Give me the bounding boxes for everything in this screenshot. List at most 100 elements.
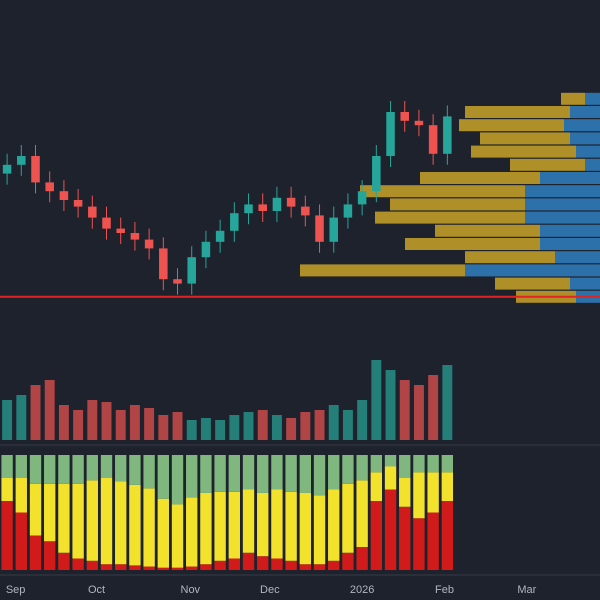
oscillator-bar bbox=[72, 455, 84, 484]
oscillator-bar bbox=[157, 455, 169, 499]
oscillator-bar bbox=[15, 478, 27, 513]
oscillator-bar bbox=[242, 455, 255, 490]
candle-body bbox=[2, 164, 12, 174]
oscillator-bar bbox=[58, 455, 70, 484]
profile-up bbox=[495, 277, 570, 290]
volume-bar bbox=[215, 420, 226, 440]
oscillator-bar bbox=[328, 489, 340, 561]
candle-body bbox=[400, 112, 409, 121]
oscillator-bar bbox=[285, 491, 297, 561]
oscillator-bar bbox=[115, 564, 127, 570]
profile-down bbox=[540, 238, 600, 250]
oscillator-bar bbox=[413, 518, 425, 570]
oscillator-bar bbox=[58, 483, 70, 553]
oscillator-bar bbox=[370, 455, 383, 473]
profile-down bbox=[525, 198, 600, 211]
oscillator-bar bbox=[427, 455, 439, 473]
candle-body bbox=[272, 197, 282, 211]
volume-bar bbox=[186, 420, 197, 440]
oscillator-bar bbox=[257, 455, 269, 493]
candle-body bbox=[59, 191, 69, 200]
volume-bar bbox=[44, 380, 55, 440]
volume-bar bbox=[101, 402, 112, 440]
volume-bar bbox=[442, 365, 453, 440]
volume-bar bbox=[30, 385, 41, 440]
profile-up bbox=[459, 119, 564, 132]
oscillator-bar bbox=[200, 492, 212, 565]
oscillator-bar bbox=[384, 489, 397, 570]
oscillator-bar bbox=[356, 455, 368, 481]
volume-bar bbox=[115, 410, 126, 440]
candle-body bbox=[258, 204, 267, 211]
oscillator-bar bbox=[200, 564, 212, 570]
oscillator-bar bbox=[186, 455, 198, 498]
profile-up bbox=[471, 145, 576, 158]
oscillator-bar bbox=[200, 455, 212, 493]
candle-body bbox=[315, 215, 324, 242]
oscillator-bar bbox=[427, 472, 439, 513]
volume-bar bbox=[229, 415, 240, 440]
oscillator-bar bbox=[15, 512, 27, 570]
oscillator-bar bbox=[356, 480, 368, 547]
volume-bar bbox=[300, 412, 311, 440]
candle-body bbox=[230, 213, 239, 231]
oscillator-bar bbox=[441, 501, 454, 570]
oscillator-bar bbox=[427, 512, 439, 570]
oscillator-bar bbox=[399, 478, 411, 507]
volume-bar bbox=[385, 370, 396, 440]
candle-body bbox=[428, 125, 438, 154]
candle-body bbox=[372, 156, 381, 192]
profile-up bbox=[510, 158, 585, 171]
volume-bar bbox=[73, 410, 84, 440]
profile-down bbox=[564, 119, 600, 132]
oscillator-bar bbox=[15, 455, 27, 478]
oscillator-bar bbox=[370, 472, 383, 501]
oscillator-bar bbox=[413, 472, 425, 519]
oscillator-bar bbox=[228, 491, 240, 559]
profile-down bbox=[570, 106, 600, 118]
oscillator-bar bbox=[100, 564, 113, 570]
oscillator-bar bbox=[342, 455, 354, 484]
volume-bar bbox=[342, 410, 353, 440]
oscillator-bar bbox=[100, 478, 113, 565]
volume-bar bbox=[328, 405, 339, 440]
profile-up bbox=[561, 92, 585, 105]
profile-up bbox=[390, 198, 525, 211]
candle-body bbox=[173, 279, 182, 284]
oscillator-bar bbox=[271, 455, 283, 490]
oscillator-bar bbox=[285, 455, 297, 492]
oscillator-bar bbox=[171, 504, 184, 568]
oscillator-bar bbox=[214, 455, 226, 492]
oscillator-bar bbox=[157, 567, 169, 570]
volume-bar bbox=[286, 418, 297, 440]
oscillator-bar bbox=[171, 455, 184, 505]
x-tick-label: Mar bbox=[517, 584, 536, 596]
oscillator-bar bbox=[228, 455, 240, 492]
volume-bar bbox=[16, 395, 27, 440]
oscillator-bar bbox=[115, 481, 127, 565]
oscillator-bar bbox=[370, 501, 383, 570]
profile-down bbox=[465, 264, 600, 277]
candle-body bbox=[102, 217, 111, 229]
oscillator-bar bbox=[29, 455, 42, 484]
profile-down bbox=[525, 185, 600, 198]
oscillator-bar bbox=[72, 483, 84, 559]
profile-up bbox=[405, 238, 540, 250]
volume-bar bbox=[413, 385, 424, 440]
profile-down bbox=[570, 277, 600, 290]
volume-bar bbox=[314, 410, 325, 440]
oscillator-bar bbox=[129, 455, 141, 485]
profile-down bbox=[525, 211, 600, 224]
profile-up bbox=[465, 251, 555, 264]
volume-bar bbox=[2, 400, 13, 440]
candle-body bbox=[45, 182, 54, 192]
candle-body bbox=[201, 241, 211, 258]
oscillator-bar bbox=[257, 556, 269, 570]
oscillator-bar bbox=[86, 560, 98, 570]
oscillator-bar bbox=[29, 535, 42, 570]
candle-body bbox=[286, 197, 296, 207]
oscillator-bar bbox=[214, 560, 226, 570]
oscillator-bar bbox=[143, 488, 155, 567]
candle-body bbox=[301, 206, 310, 216]
oscillator-bar bbox=[44, 541, 56, 570]
